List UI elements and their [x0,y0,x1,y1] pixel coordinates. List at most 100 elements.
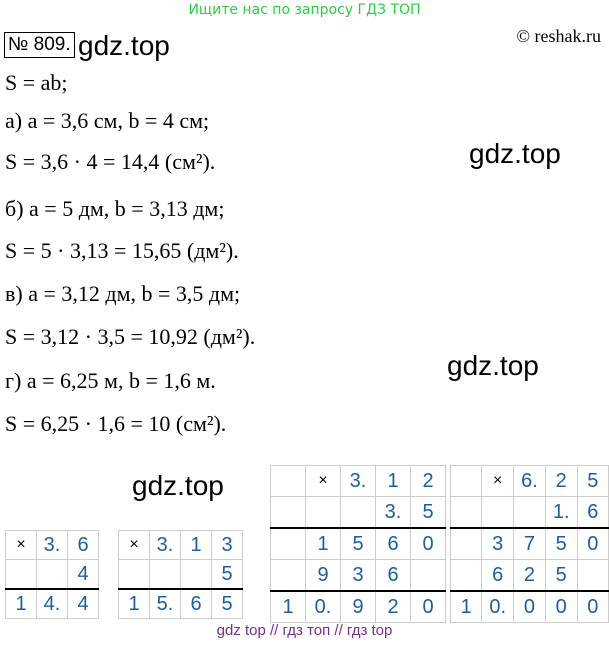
grid-cell: 1 [375,465,411,497]
grid-cell [5,559,37,590]
grid-cell: 2 [544,465,578,497]
grid-cell: 9 [340,590,376,623]
grid-cell: 5 [576,465,609,497]
grid-cell [270,465,306,497]
grid-cell: 3 [211,530,243,560]
grid-cell [340,496,376,529]
grid-cell: 6. [513,465,546,497]
grid-cell: 4 [67,559,99,590]
grid-cell: 0 [410,527,446,560]
grid-cell: 6 [576,496,609,529]
site-name: gdz.top [78,30,170,61]
grid-cell: 4 [67,588,99,619]
grid-cell: 1. [544,496,578,529]
grid-cell: × [118,530,150,560]
grid-cell: 6 [375,527,411,560]
column-multiplication: × 3. 1 2 3. 5 1 5 6 0 9 3 6 1 0. 9 2 0 [270,465,446,623]
grid-row: 1 5. 6 5 [118,588,243,619]
grid-row: 1 0. 0 0 0 [449,590,609,623]
grid-cell: 0 [576,527,609,560]
grid-cell [180,559,212,590]
copyright: © reshak.ru [516,26,601,46]
math-line: S = 3,6 · 4 = 14,4 (см²). [5,149,216,174]
grid-cell: 6 [180,588,212,619]
grid-cell [36,559,68,590]
grid-cell: 1 [305,527,341,560]
grid-cell: 6 [375,559,411,592]
grid-cell [513,496,546,529]
grid-cell: 0 [576,590,609,623]
grid-cell: × [305,465,341,497]
grid-cell [449,465,483,497]
grid-cell: 1 [180,530,212,560]
math-line: S = 6,25 · 1,6 = 10 (см²). [5,411,227,436]
math-line: в) a = 3,12 дм, b = 3,5 дм; [5,281,241,306]
grid-cell: 0. [305,590,341,623]
grid-cell [270,527,306,560]
grid-cell: 3. [149,530,181,560]
grid-cell: 1 [270,590,306,623]
grid-cell [149,559,181,590]
math-line: S = 3,12 · 3,5 = 10,92 (дм²). [5,324,256,349]
grid-cell: × [5,530,37,560]
grid-cell [118,559,150,590]
grid-cell [270,496,306,529]
grid-cell: 5 [211,559,243,590]
grid-row: × 3. 1 3 [118,530,243,560]
grid-row: 1. 6 [449,496,609,529]
grid-cell: 1 [118,588,150,619]
grid-cell: 5. [149,588,181,619]
grid-row: 4 [5,559,99,590]
watermark: gdz.top [447,350,539,381]
grid-row: 1 4. 4 [5,588,99,619]
search-hint[interactable]: Ищите нас по запросу ГДЗ ТОП [188,2,421,18]
column-multiplication: × 6. 2 5 1. 6 3 7 5 0 6 2 5 1 0. 0 0 0 [449,465,609,623]
math-line: б) a = 5 дм, b = 3,13 дм; [5,196,225,221]
task-number: № 809. [4,32,75,58]
grid-row: × 6. 2 5 [449,465,609,497]
grid-cell: 1 [5,588,37,619]
grid-cell: 3. [340,465,376,497]
grid-row: 5 [118,559,243,590]
grid-cell: 7 [513,527,546,560]
grid-cell: 0 [544,590,578,623]
math-line: г) a = 6,25 м, b = 1,6 м. [5,368,216,393]
grid-row: × 3. 6 [5,530,99,560]
grid-cell: 5 [544,559,578,592]
grid-cell: 9 [305,559,341,592]
grid-cell: 0 [513,590,546,623]
grid-cell: 2 [513,559,546,592]
grid-row: × 3. 1 2 [270,465,446,497]
grid-cell: 6 [481,559,515,592]
grid-cell [576,559,609,592]
math-line: S = ab; [5,70,68,95]
grid-cell [305,496,341,529]
watermark: gdz.top [132,470,224,501]
watermark: gdz.top [469,138,561,169]
grid-cell: 0. [481,590,515,623]
grid-cell: 6 [67,530,99,560]
grid-cell: 0 [410,590,446,623]
grid-cell: 5 [544,527,578,560]
grid-cell: 3 [481,527,515,560]
math-line: S = 5 · 3,13 = 15,65 (дм²). [5,238,239,263]
grid-cell: 2 [375,590,411,623]
grid-cell [270,559,306,592]
grid-cell: 5 [410,496,446,529]
grid-cell: 3. [36,530,68,560]
math-line: а) a = 3,6 см, b = 4 см; [5,108,210,133]
grid-cell [449,559,483,592]
grid-cell [449,527,483,560]
grid-cell: 3. [375,496,411,529]
footer[interactable]: gdz top // гдз топ // гдз top [216,622,393,639]
grid-cell [410,559,446,592]
grid-cell: 5 [340,527,376,560]
grid-row: 3. 5 [270,496,446,529]
grid-row: 1 0. 9 2 0 [270,590,446,623]
grid-cell: 3 [340,559,376,592]
